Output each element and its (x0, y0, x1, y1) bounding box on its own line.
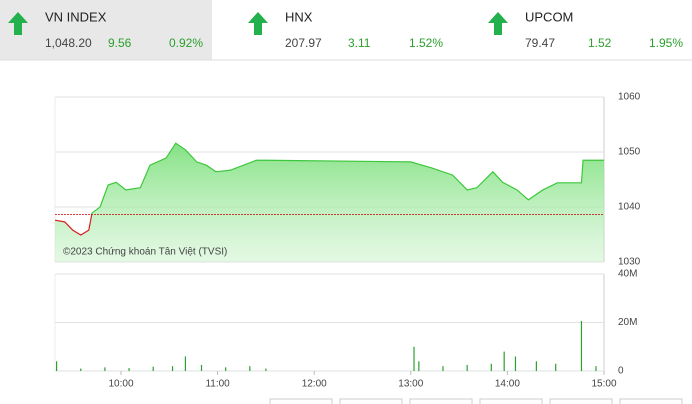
up-arrow (248, 12, 268, 35)
index-name: VN INDEX (45, 9, 107, 24)
x-tick-label: 13:00 (398, 379, 423, 390)
volume-bar (152, 366, 154, 371)
x-tick-label: 10:00 (108, 379, 133, 390)
index-change: 1.52 (588, 36, 612, 50)
volume-bar (128, 368, 130, 371)
x-tick-label: 15:00 (591, 379, 616, 390)
up-arrow (488, 12, 508, 35)
volume-bar (535, 361, 537, 371)
volume-bar (413, 346, 415, 371)
price-line-up (91, 142, 604, 215)
volume-bar (503, 351, 505, 371)
tab[interactable] (339, 398, 403, 404)
volume-bar (466, 364, 468, 371)
y-tick-label: 1060 (618, 92, 641, 103)
volume-bar (56, 361, 58, 371)
x-tick-label: 14:00 (495, 379, 520, 390)
x-tick-label: 12:00 (302, 379, 327, 390)
index-value: 1,048.20 (45, 36, 92, 50)
tab[interactable] (479, 398, 543, 404)
up-arrow (8, 12, 28, 35)
volume-bar (555, 363, 557, 371)
index-value: 207.97 (285, 36, 322, 50)
area-fill (55, 143, 604, 262)
volume-bar (200, 364, 203, 371)
y-tick-label: 1030 (618, 257, 641, 268)
volume-bar (580, 321, 583, 371)
volume-bar (442, 366, 444, 371)
index-percent: 1.95% (649, 36, 683, 50)
tab[interactable] (269, 398, 333, 404)
tab[interactable] (549, 398, 613, 404)
index-value: 79.47 (525, 36, 555, 50)
header-active-cell[interactable] (0, 0, 212, 60)
x-tick-label: 11:00 (205, 379, 230, 390)
volume-bar (514, 356, 517, 371)
y-tick-label: 1040 (618, 202, 641, 213)
volume-bar (80, 368, 82, 371)
y-tick-label: 1050 (618, 147, 641, 158)
volume-bar (418, 361, 420, 371)
volume-bar (249, 366, 251, 371)
volume-bar (265, 368, 267, 371)
volume-bar (490, 363, 492, 371)
tab[interactable] (619, 398, 683, 404)
y-tick-label: 0 (618, 366, 624, 377)
volume-bar (225, 367, 227, 371)
y-tick-label: 40M (618, 269, 637, 280)
index-change: 9.56 (108, 36, 132, 50)
index-percent: 0.92% (169, 36, 203, 50)
y-tick-label: 20M (618, 317, 637, 328)
annotation: ©2023 Chứng khoán Tân Việt (TVSI) (63, 247, 227, 258)
volume-bar (171, 366, 174, 371)
index-percent: 1.52% (409, 36, 443, 50)
index-name: HNX (285, 9, 313, 24)
volume-bar (104, 367, 106, 371)
volume-bar (595, 366, 597, 371)
tab[interactable] (409, 398, 473, 404)
index-name: UPCOM (525, 9, 573, 24)
index-change: 3.11 (348, 36, 371, 50)
volume-bar (184, 356, 187, 371)
